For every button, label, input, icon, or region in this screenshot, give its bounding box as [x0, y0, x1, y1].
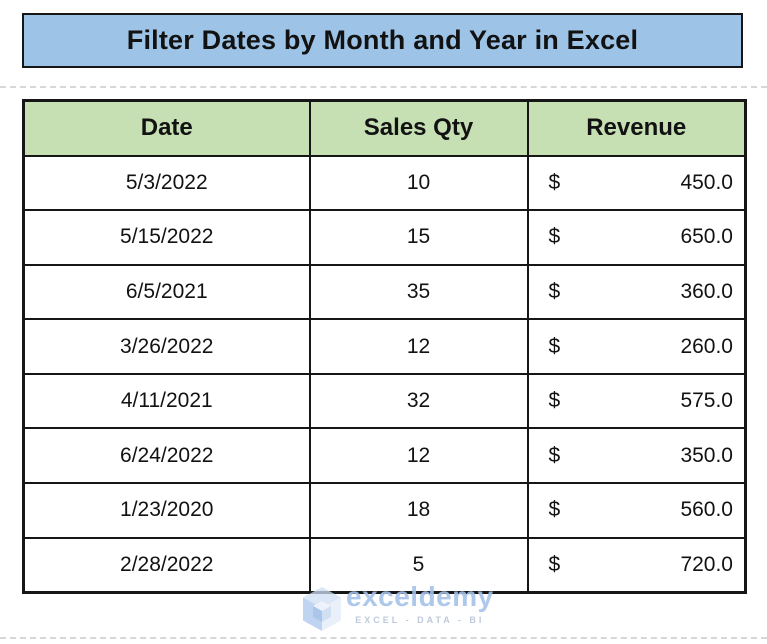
- page-break-line-bottom: [0, 637, 767, 639]
- qty-cell[interactable]: 15: [308, 209, 529, 266]
- revenue-cell[interactable]: $ 360.0: [526, 263, 747, 321]
- page-break-line-top: [0, 86, 767, 88]
- table-row: 4/11/2021 32 $ 575.0: [22, 372, 747, 430]
- table-row: 3/26/2022 12 $ 260.0: [22, 318, 747, 375]
- table-row: 6/5/2021 35 $ 360.0: [22, 263, 747, 321]
- revenue-value: 650.0: [680, 225, 733, 249]
- table-row: 5/15/2022 15 $ 650.0: [22, 209, 747, 266]
- table-row: 6/24/2022 12 $ 350.0: [22, 427, 747, 485]
- table-row: 2/28/2022 5 $ 720.0: [22, 536, 747, 594]
- watermark-tagline: EXCEL - DATA - BI: [355, 615, 485, 625]
- date-cell[interactable]: 6/5/2021: [22, 263, 311, 321]
- date-cell[interactable]: 6/24/2022: [22, 427, 311, 485]
- column-header-revenue[interactable]: Revenue: [526, 99, 747, 157]
- revenue-value: 560.0: [680, 498, 733, 522]
- revenue-value: 360.0: [680, 279, 733, 303]
- currency-symbol: $: [548, 170, 561, 194]
- revenue-value: 575.0: [680, 389, 733, 413]
- qty-cell[interactable]: 18: [308, 482, 529, 539]
- date-cell[interactable]: 5/15/2022: [22, 209, 311, 266]
- revenue-value: 350.0: [680, 443, 733, 467]
- date-cell[interactable]: 4/11/2021: [22, 372, 311, 430]
- revenue-cell[interactable]: $ 575.0: [526, 372, 747, 430]
- currency-symbol: $: [548, 334, 561, 358]
- revenue-cell[interactable]: $ 260.0: [526, 318, 747, 375]
- currency-symbol: $: [548, 225, 561, 249]
- revenue-cell[interactable]: $ 560.0: [526, 482, 747, 539]
- revenue-cell[interactable]: $ 720.0: [526, 536, 747, 594]
- revenue-cell[interactable]: $ 450.0: [526, 154, 747, 212]
- date-cell[interactable]: 3/26/2022: [22, 318, 311, 375]
- revenue-cell[interactable]: $ 650.0: [526, 209, 747, 266]
- qty-cell[interactable]: 35: [308, 263, 529, 321]
- title-banner: Filter Dates by Month and Year in Excel: [22, 13, 743, 68]
- currency-symbol: $: [548, 279, 561, 303]
- revenue-cell[interactable]: $ 350.0: [526, 427, 747, 485]
- qty-cell[interactable]: 10: [308, 154, 529, 212]
- currency-symbol: $: [548, 552, 561, 576]
- qty-cell[interactable]: 12: [308, 318, 529, 375]
- table-row: 1/23/2020 18 $ 560.0: [22, 482, 747, 539]
- currency-symbol: $: [548, 498, 561, 522]
- revenue-value: 450.0: [680, 170, 733, 194]
- date-cell[interactable]: 2/28/2022: [22, 536, 311, 594]
- revenue-value: 720.0: [680, 552, 733, 576]
- revenue-value: 260.0: [680, 334, 733, 358]
- header-row: Date Sales Qty Revenue: [22, 99, 747, 157]
- qty-cell[interactable]: 5: [308, 536, 529, 594]
- qty-cell[interactable]: 32: [308, 372, 529, 430]
- currency-symbol: $: [548, 443, 561, 467]
- date-cell[interactable]: 5/3/2022: [22, 154, 311, 212]
- column-header-qty[interactable]: Sales Qty: [308, 99, 529, 157]
- qty-cell[interactable]: 12: [308, 427, 529, 485]
- date-cell[interactable]: 1/23/2020: [22, 482, 311, 539]
- currency-symbol: $: [548, 389, 561, 413]
- table-row: 5/3/2022 10 $ 450.0: [22, 154, 747, 212]
- column-header-date[interactable]: Date: [22, 99, 311, 157]
- data-table: Date Sales Qty Revenue 5/3/2022 10 $ 450…: [22, 99, 747, 594]
- page-title: Filter Dates by Month and Year in Excel: [126, 25, 639, 55]
